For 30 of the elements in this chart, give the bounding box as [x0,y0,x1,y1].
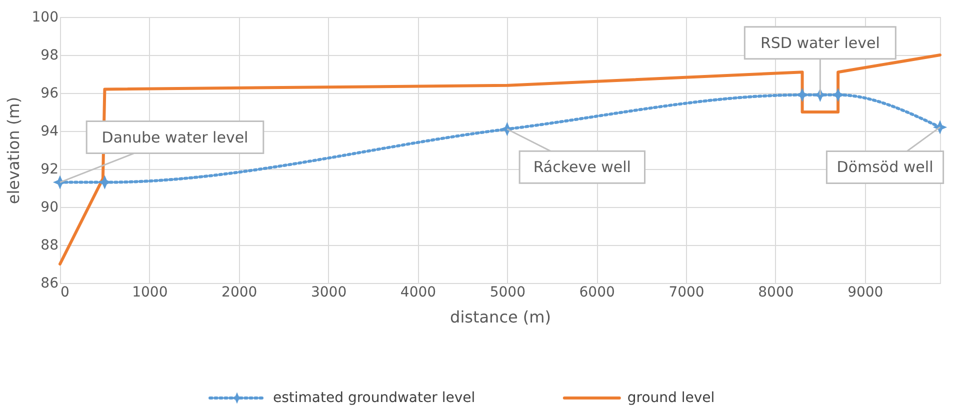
point [795,88,810,102]
x-tick-label: 3000 [310,284,347,300]
line-series [58,54,942,266]
legend-label: estimated groundwater level [273,390,476,406]
annotation: Ráckeve well [533,158,631,176]
annotation: Danube water level [102,128,248,146]
y-tick-label: 100 [32,10,58,26]
x-tick-label: 9000 [848,284,884,300]
legend-label: ground level [627,390,715,406]
point [932,120,948,134]
x-tick-label: 2000 [222,284,258,300]
x-axis-title: distance (m) [450,308,551,326]
x-tick-label: 0 [60,284,70,300]
x-tick-label: 8000 [758,284,794,300]
y-tick-label: 92 [40,162,58,178]
x-tick-label: 7000 [668,284,704,300]
y-tick-label: 98 [40,48,58,64]
x-tick-label: 6000 [579,284,615,300]
y-tick-label: 96 [40,86,59,102]
x-tick-label: 5000 [490,284,526,300]
y-tick-label: 88 [40,238,58,254]
point [500,122,514,136]
y-axis-title: elevation (m) [4,96,23,204]
y-tick-label: 94 [40,124,59,140]
x-tick-label: 4000 [400,284,436,300]
y-tick-label: 86 [40,276,59,292]
y-tick-label: 90 [40,200,58,216]
annotation: RSD water level [760,34,880,52]
x-tick-label: 1000 [132,284,168,300]
annotation: Dömsöd well [836,158,934,176]
